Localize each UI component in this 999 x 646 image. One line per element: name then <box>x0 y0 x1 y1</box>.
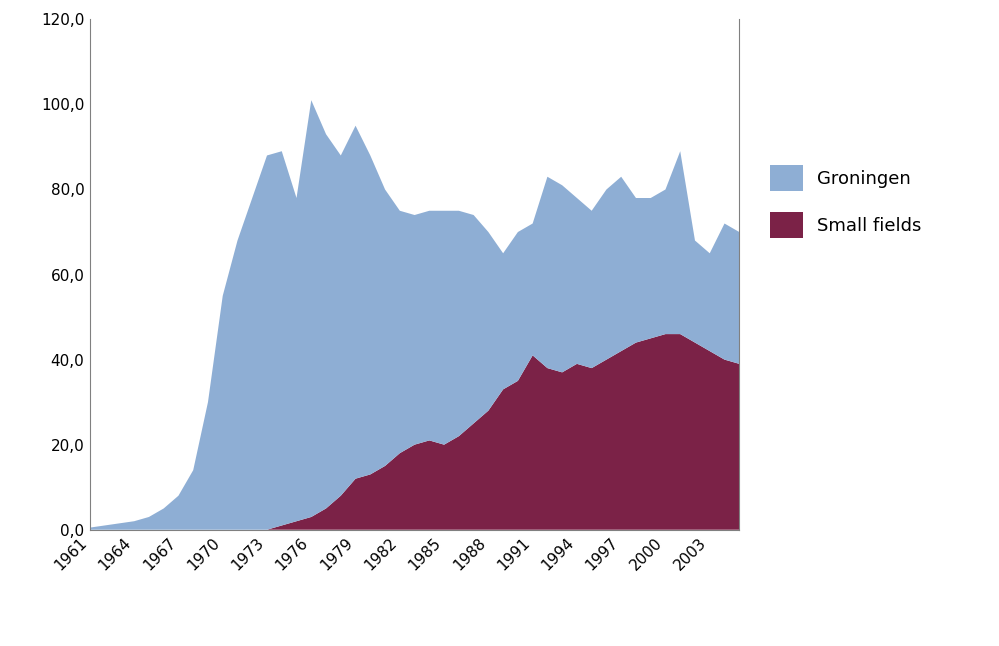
Legend: Groningen, Small fields: Groningen, Small fields <box>761 156 931 247</box>
